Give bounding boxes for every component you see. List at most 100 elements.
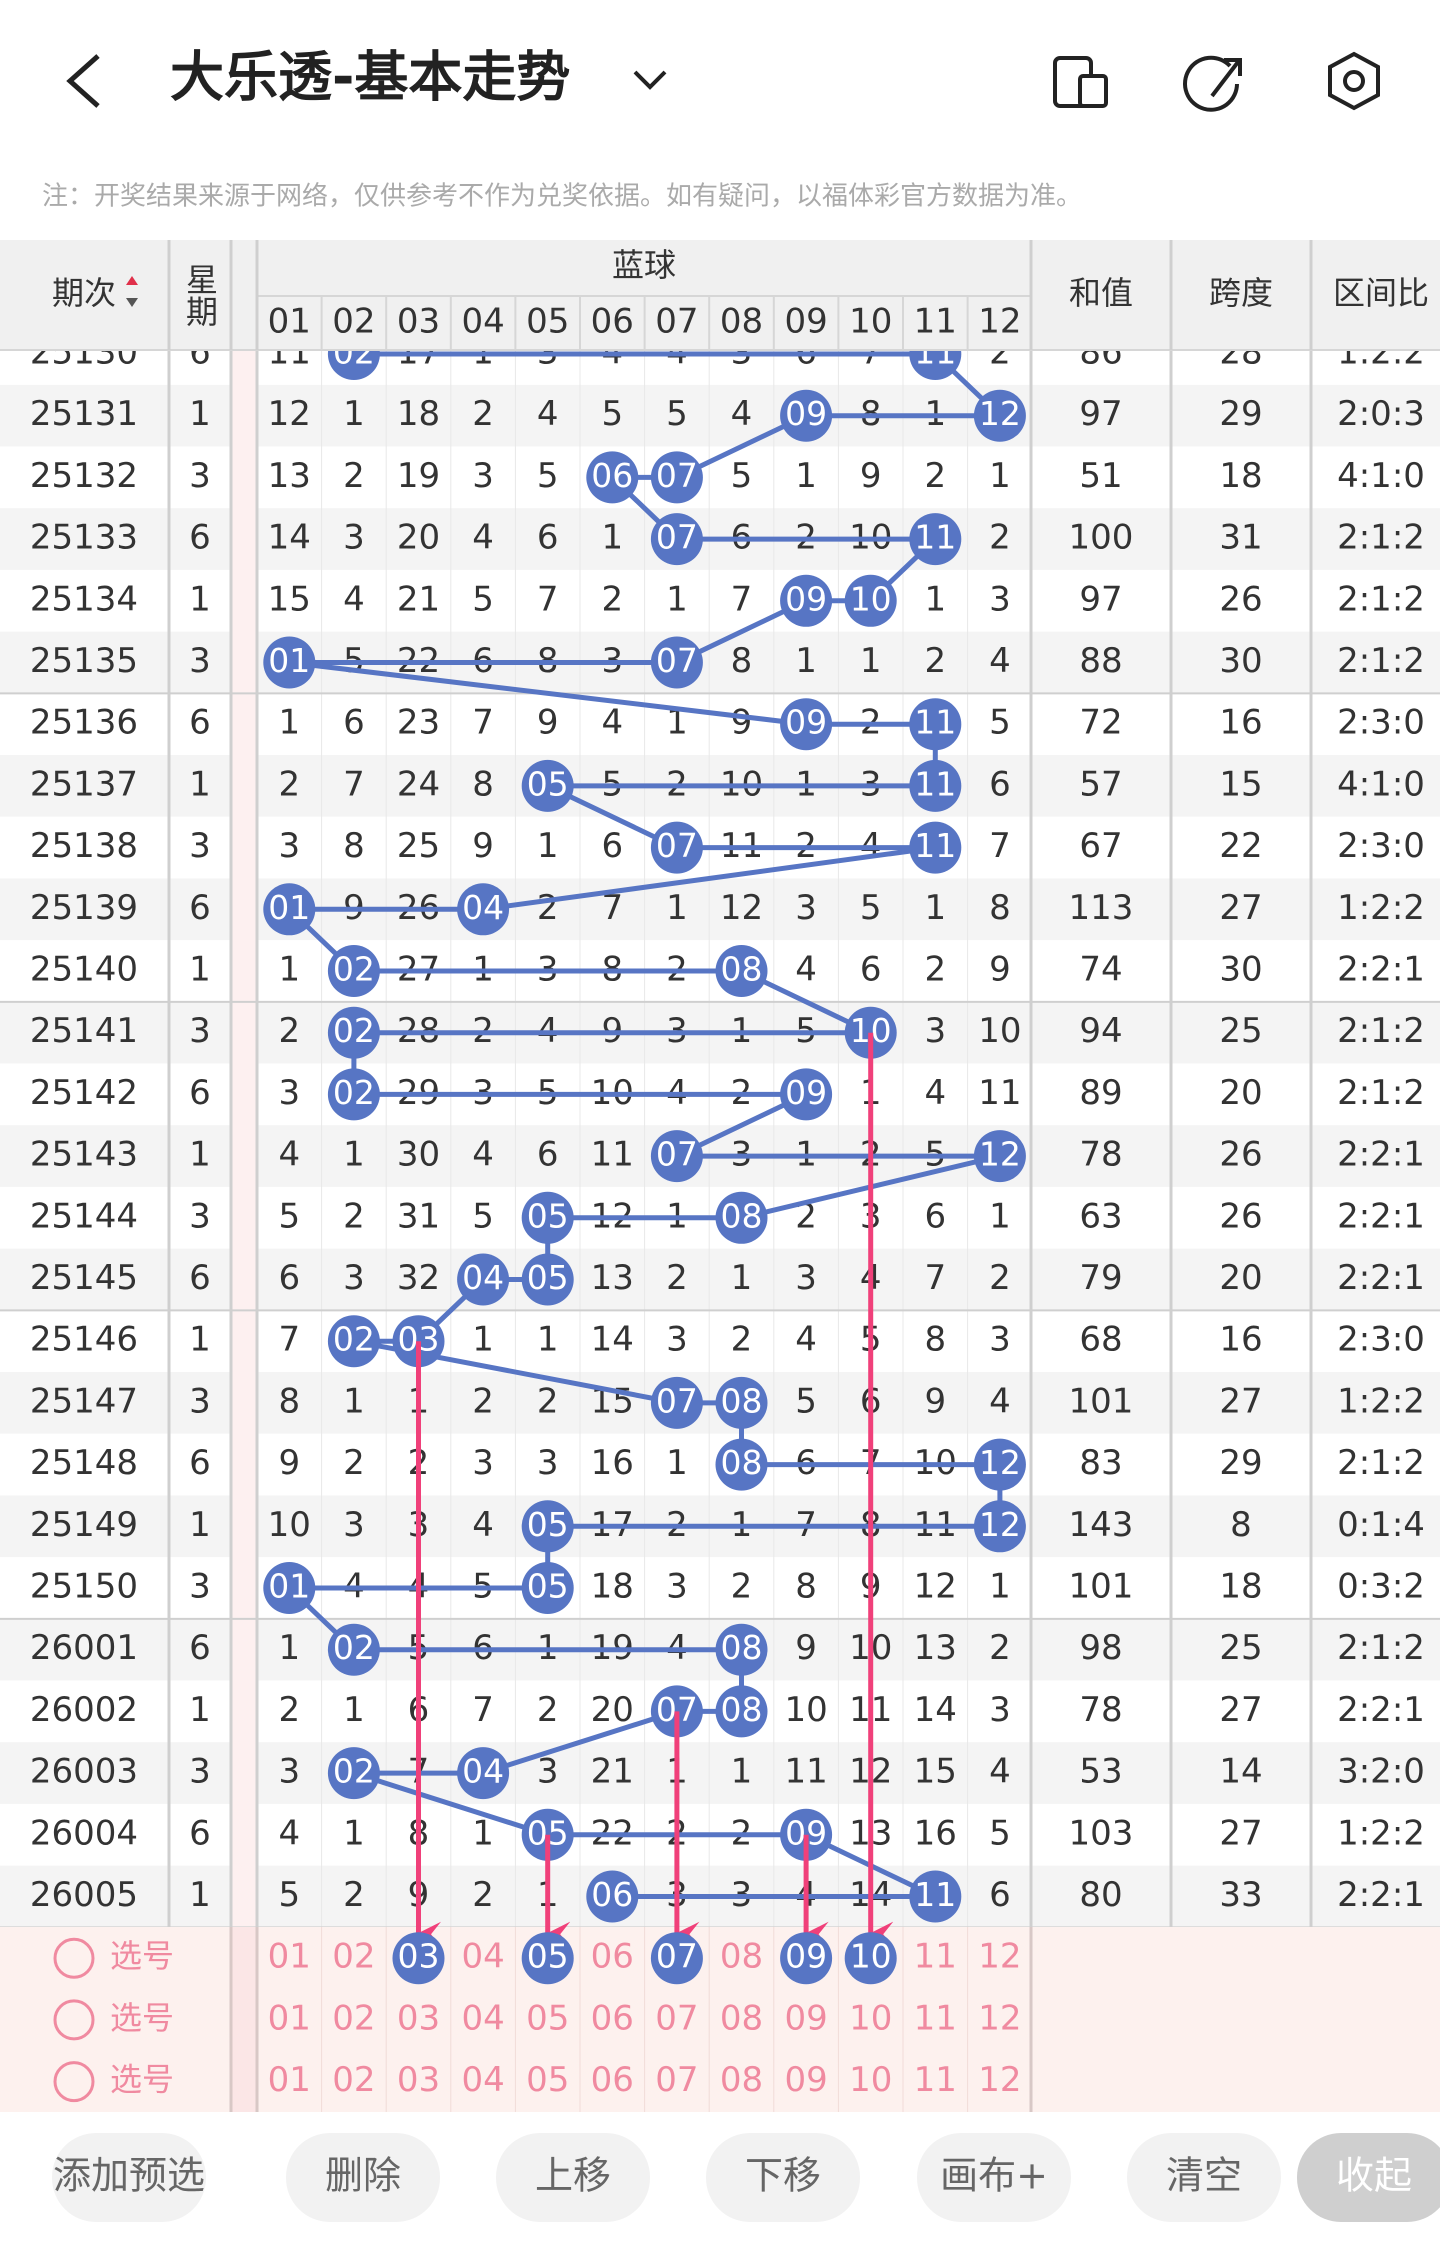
- miss-count: 5: [601, 394, 623, 434]
- picked-ball[interactable]: [844, 1932, 897, 1985]
- sum: 57: [1079, 764, 1122, 804]
- action-label[interactable]: 添加预选: [53, 2154, 205, 2198]
- period: 25132: [30, 456, 138, 496]
- select-number[interactable]: 10: [849, 2060, 892, 2100]
- weekday: 1: [189, 950, 211, 990]
- sort-icon-down[interactable]: [126, 298, 138, 307]
- hit-ball: [909, 1870, 962, 1923]
- action-button[interactable]: [1127, 2133, 1281, 2222]
- action-button[interactable]: [706, 2133, 860, 2222]
- back-button[interactable]: [66, 54, 100, 108]
- select-number[interactable]: 07: [655, 1998, 698, 2038]
- miss-count: 1: [472, 1813, 494, 1853]
- select-number[interactable]: 04: [461, 1937, 504, 1977]
- settings-icon[interactable]: [1328, 51, 1380, 111]
- picked-ball[interactable]: [780, 1932, 833, 1985]
- share-icon[interactable]: [1183, 55, 1242, 112]
- period: 26002: [30, 1690, 138, 1730]
- sum: 86: [1079, 333, 1122, 373]
- select-number[interactable]: 08: [720, 2060, 763, 2100]
- miss-count: 7: [601, 888, 623, 928]
- period: 25144: [30, 1196, 138, 1236]
- zone-ratio: 1:2:2: [1337, 888, 1425, 928]
- select-number[interactable]: 10: [849, 1998, 892, 2038]
- select-number[interactable]: 02: [332, 2060, 375, 2100]
- action-button[interactable]: [496, 2133, 650, 2222]
- select-number[interactable]: 12: [978, 2060, 1021, 2100]
- select-number[interactable]: 06: [591, 2060, 634, 2100]
- select-toggle[interactable]: [53, 1937, 95, 1979]
- select-number[interactable]: 01: [268, 2060, 311, 2100]
- miss-count: 1: [989, 1567, 1011, 1607]
- miss-count: 2: [601, 579, 623, 619]
- select-number[interactable]: 04: [461, 1998, 504, 2038]
- select-number[interactable]: 06: [591, 1937, 634, 1977]
- select-number[interactable]: 08: [720, 1998, 763, 2038]
- action-button[interactable]: [52, 2133, 206, 2222]
- select-toggle[interactable]: [53, 1999, 95, 2041]
- action-button[interactable]: [1297, 2133, 1440, 2222]
- select-number[interactable]: 12: [978, 1937, 1021, 1977]
- select-number[interactable]: 11: [914, 2060, 957, 2100]
- miss-count: 1: [343, 1135, 365, 1175]
- picked-ball[interactable]: [392, 1932, 445, 1985]
- sort-icon[interactable]: [126, 276, 138, 285]
- select-number[interactable]: 06: [591, 1998, 634, 2038]
- weekday: 3: [189, 1752, 211, 1792]
- action-label[interactable]: 收起: [1336, 2154, 1412, 2198]
- hit-ball: [586, 1870, 639, 1923]
- hit-number: 02: [333, 333, 375, 372]
- miss-count: 5: [537, 456, 559, 496]
- miss-count: 7: [731, 579, 753, 619]
- select-number[interactable]: 05: [526, 2060, 569, 2100]
- hit-ball: [327, 1068, 380, 1121]
- hit-ball: [457, 1253, 510, 1306]
- miss-count: 3: [278, 826, 300, 866]
- picked-ball[interactable]: [521, 1932, 574, 1985]
- hit-ball: [650, 451, 703, 504]
- hit-number: 12: [979, 1135, 1021, 1174]
- select-number[interactable]: 12: [978, 1998, 1021, 2038]
- select-number[interactable]: 09: [784, 2060, 827, 2100]
- hit-number: 01: [268, 641, 310, 680]
- action-label[interactable]: 删除: [325, 2154, 401, 2198]
- action-label[interactable]: 清空: [1166, 2154, 1242, 2198]
- select-number[interactable]: 02: [332, 1937, 375, 1977]
- span: 29: [1219, 1443, 1262, 1483]
- select-number[interactable]: 03: [397, 1998, 440, 2038]
- select-number[interactable]: 08: [720, 1937, 763, 1977]
- action-button[interactable]: [917, 2133, 1071, 2222]
- select-number[interactable]: 04: [461, 2060, 504, 2100]
- header-sum: 和值: [1069, 274, 1133, 312]
- select-number[interactable]: 02: [332, 1998, 375, 2038]
- miss-count: 2: [278, 764, 300, 804]
- title-dropdown[interactable]: [633, 70, 667, 90]
- miss-count: 2: [924, 641, 946, 681]
- select-number[interactable]: 01: [268, 1937, 311, 1977]
- select-number[interactable]: 07: [655, 2060, 698, 2100]
- select-number[interactable]: 11: [914, 1998, 957, 2038]
- sum: 53: [1079, 1752, 1122, 1792]
- action-button[interactable]: [286, 2133, 440, 2222]
- action-label[interactable]: 上移: [535, 2154, 611, 2198]
- select-toggle[interactable]: [53, 2061, 95, 2103]
- action-label[interactable]: 下移: [745, 2154, 821, 2198]
- period: 26005: [30, 1875, 138, 1915]
- miss-count: 5: [795, 1381, 817, 1421]
- header-ball: 06: [591, 302, 634, 342]
- select-number[interactable]: 03: [397, 2060, 440, 2100]
- action-label[interactable]: 画布+: [940, 2154, 1048, 2198]
- device-icon[interactable]: [1053, 56, 1108, 108]
- weekday: 6: [189, 333, 211, 373]
- miss-count: 3: [924, 1011, 946, 1051]
- hit-ball: [327, 1747, 380, 1800]
- hit-ball: [327, 350, 380, 380]
- select-number[interactable]: 05: [526, 1998, 569, 2038]
- miss-count: 5: [989, 1813, 1011, 1853]
- select-number[interactable]: 01: [268, 1998, 311, 2038]
- select-number[interactable]: 09: [784, 1998, 827, 2038]
- header-period: 期次: [52, 274, 116, 312]
- picked-ball[interactable]: [650, 1932, 703, 1985]
- miss-count: 5: [278, 1875, 300, 1915]
- select-number[interactable]: 11: [914, 1937, 957, 1977]
